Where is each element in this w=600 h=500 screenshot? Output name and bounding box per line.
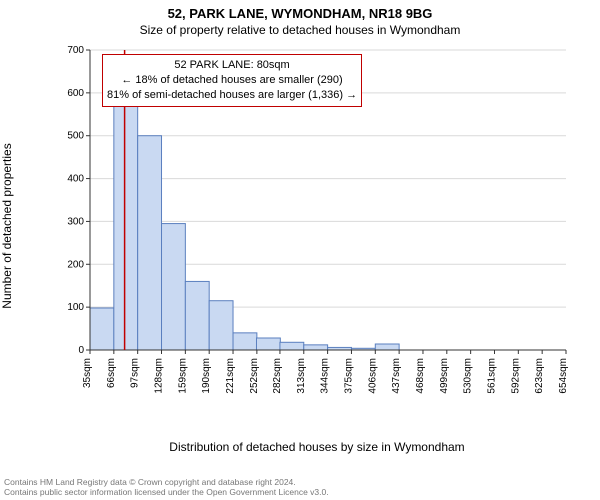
address-line: 52, PARK LANE, WYMONDHAM, NR18 9BG xyxy=(0,0,600,21)
svg-text:654sqm: 654sqm xyxy=(558,358,569,394)
svg-text:500: 500 xyxy=(67,131,84,142)
infobox-line-2: ← 18% of detached houses are smaller (29… xyxy=(107,73,357,88)
y-axis-label: Number of detached properties xyxy=(0,44,16,408)
svg-text:159sqm: 159sqm xyxy=(177,358,188,394)
svg-text:100: 100 xyxy=(67,302,84,313)
svg-text:400: 400 xyxy=(67,174,84,185)
histogram-chart: 0 100 200 300 400 500 600 700 35sqm 66sqm 97sqm 128… xyxy=(62,44,572,408)
svg-text:221sqm: 221sqm xyxy=(225,358,236,394)
svg-text:600: 600 xyxy=(67,88,84,99)
x-axis-caption: Distribution of detached houses by size … xyxy=(62,440,572,454)
svg-text:300: 300 xyxy=(67,216,84,227)
svg-text:437sqm: 437sqm xyxy=(391,358,402,394)
svg-text:252sqm: 252sqm xyxy=(249,358,260,394)
svg-text:700: 700 xyxy=(67,45,84,56)
chart-subtitle: Size of property relative to detached ho… xyxy=(0,23,600,37)
svg-text:97sqm: 97sqm xyxy=(130,358,141,388)
svg-text:499sqm: 499sqm xyxy=(439,358,450,394)
svg-text:128sqm: 128sqm xyxy=(154,358,165,394)
svg-text:200: 200 xyxy=(67,259,84,270)
infobox-line-3: 81% of semi-detached houses are larger (… xyxy=(107,88,357,103)
svg-text:406sqm: 406sqm xyxy=(367,358,378,394)
footer-attribution: Contains HM Land Registry data © Crown c… xyxy=(4,477,329,498)
svg-text:375sqm: 375sqm xyxy=(343,358,354,394)
svg-text:66sqm: 66sqm xyxy=(106,358,117,388)
svg-text:35sqm: 35sqm xyxy=(82,358,93,388)
footer-line-2: Contains public sector information licen… xyxy=(4,487,329,498)
svg-text:623sqm: 623sqm xyxy=(534,358,545,394)
svg-text:0: 0 xyxy=(78,345,84,356)
svg-text:561sqm: 561sqm xyxy=(486,358,497,394)
marker-infobox: 52 PARK LANE: 80sqm ← 18% of detached ho… xyxy=(102,54,362,107)
svg-text:190sqm: 190sqm xyxy=(201,358,212,394)
svg-text:530sqm: 530sqm xyxy=(463,358,474,394)
footer-line-1: Contains HM Land Registry data © Crown c… xyxy=(4,477,329,488)
svg-text:468sqm: 468sqm xyxy=(415,358,426,394)
infobox-line-1: 52 PARK LANE: 80sqm xyxy=(107,58,357,73)
svg-text:282sqm: 282sqm xyxy=(272,358,283,394)
svg-text:313sqm: 313sqm xyxy=(296,358,307,394)
svg-text:344sqm: 344sqm xyxy=(320,358,331,394)
svg-text:592sqm: 592sqm xyxy=(510,358,521,394)
